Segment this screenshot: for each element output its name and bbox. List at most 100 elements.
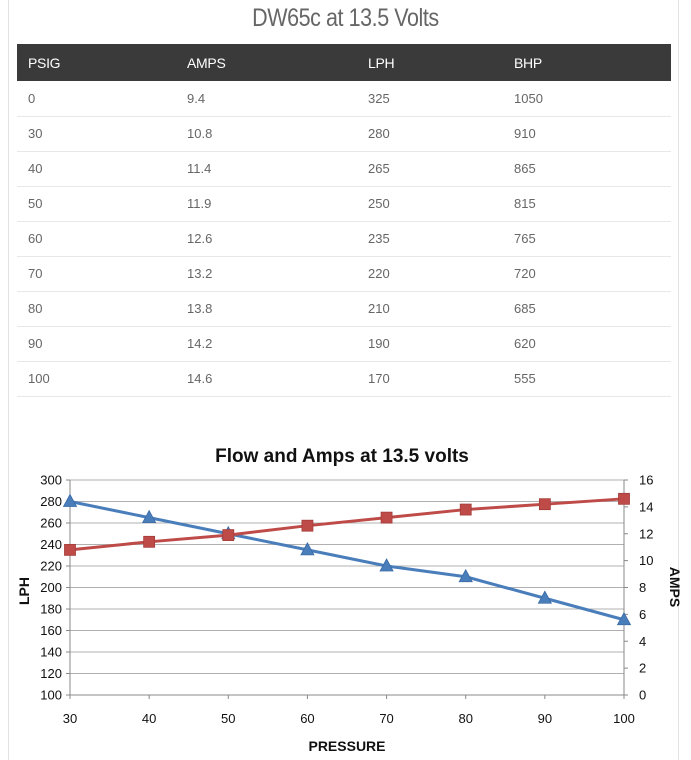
y2-tick-label: 8 — [639, 580, 646, 595]
chart-title: Flow and Amps at 13.5 volts — [215, 446, 469, 467]
table-cell: 13.8 — [176, 291, 357, 327]
table-row: 0 9.4 325 1050 — [17, 81, 671, 117]
x-axis-label: PRESSURE — [308, 738, 385, 754]
y2-tick-label: 16 — [639, 473, 653, 488]
data-point-triangle — [300, 542, 315, 556]
table-row: 30 10.8 280 910 — [17, 116, 671, 152]
table-cell: 100 — [17, 361, 176, 397]
data-point-triangle — [379, 558, 394, 572]
table-cell: 70 — [17, 256, 176, 292]
data-point-square — [222, 529, 235, 541]
y-tick-label: 100 — [40, 688, 62, 703]
table-cell: 9.4 — [176, 81, 357, 117]
header-lph: LPH — [357, 44, 503, 81]
y-tick-label: 200 — [40, 580, 62, 595]
x-tick-label: 50 — [221, 711, 235, 726]
table-cell: 765 — [503, 221, 671, 257]
table-cell: 60 — [17, 221, 176, 257]
x-tick-label: 90 — [538, 711, 552, 726]
header-psig: PSIG — [17, 44, 176, 81]
table-cell: 865 — [503, 151, 671, 187]
table-row: 60 12.6 235 765 — [17, 221, 671, 257]
x-tick-label: 80 — [458, 711, 472, 726]
table-cell: 325 — [357, 81, 503, 117]
table-cell: 90 — [17, 326, 176, 362]
y2-tick-label: 0 — [639, 688, 646, 703]
specs-table: PSIG AMPS LPH BHP 0 9.4 325 1050 30 10.8 280 91… — [17, 44, 671, 397]
page-title: DW65c at 13.5 Volts — [252, 4, 439, 32]
y-tick-label: 140 — [40, 645, 62, 660]
table-cell: 170 — [357, 361, 503, 397]
x-tick-label: 100 — [613, 711, 635, 726]
data-point-square — [459, 503, 472, 516]
table-cell: 50 — [17, 186, 176, 222]
data-point-triangle — [141, 509, 157, 524]
data-point-triangle — [62, 493, 78, 507]
y2-tick-label: 10 — [639, 553, 653, 568]
data-point-square — [64, 543, 76, 556]
y-tick-label: 180 — [40, 602, 62, 617]
table-cell: 815 — [503, 186, 671, 222]
table-cell: 280 — [357, 116, 503, 152]
chart-grid — [70, 479, 624, 696]
y-tick-label: 280 — [40, 494, 62, 509]
table-cell: 10.8 — [176, 116, 357, 152]
data-point-square — [618, 492, 630, 505]
x-tick-label: 70 — [379, 711, 393, 726]
data-point-triangle — [537, 590, 553, 604]
series-line-1 — [69, 500, 625, 622]
table-cell: 235 — [357, 221, 503, 257]
header-bhp: BHP — [503, 44, 671, 81]
y2-tick-label: 14 — [639, 499, 653, 514]
table-row: 100 14.6 170 555 — [17, 361, 671, 397]
header-amps: AMPS — [176, 44, 357, 81]
table-cell: 210 — [357, 291, 503, 327]
data-point-triangle — [616, 611, 632, 626]
table-cell: 40 — [17, 151, 176, 187]
data-point-square — [538, 498, 551, 511]
table-cell: 14.2 — [176, 326, 357, 362]
table-cell: 14.6 — [176, 361, 357, 397]
table-cell: 720 — [503, 256, 671, 292]
series-line-2 — [69, 497, 625, 552]
y2-tick-label: 12 — [639, 526, 653, 541]
y-tick-label: 220 — [40, 559, 62, 574]
table-body: 0 9.4 325 1050 30 10.8 280 910 40 11.4 265 865 50 11.… — [17, 81, 671, 397]
y2-tick-label: 6 — [639, 607, 646, 622]
y-tick-label: 160 — [40, 623, 62, 638]
table-cell: 13.2 — [176, 256, 357, 292]
data-point-square — [143, 535, 156, 548]
y-tick-label: 260 — [40, 516, 62, 531]
table-row: 90 14.2 190 620 — [17, 326, 671, 362]
data-point-triangle — [458, 568, 473, 583]
data-point-square — [380, 511, 393, 524]
table-cell: 265 — [357, 151, 503, 187]
chart-ticks: 100 120 140 160 180 200 220 240 260 280 300 0 2 4 6 8 10… — [40, 473, 653, 727]
table-row: 70 13.2 220 720 — [17, 256, 671, 292]
y-tick-label: 240 — [40, 537, 62, 552]
table-cell: 11.4 — [176, 151, 357, 187]
table-cell: 0 — [17, 81, 176, 117]
table-row: 40 11.4 265 865 — [17, 151, 671, 187]
x-tick-label: 40 — [142, 711, 156, 726]
data-point-square — [301, 519, 314, 532]
y-axis-label: LPH — [16, 577, 32, 605]
table-cell: 190 — [357, 326, 503, 362]
y-tick-label: 120 — [40, 666, 62, 681]
table-cell: 30 — [17, 116, 176, 152]
table-cell: 1050 — [503, 81, 671, 117]
y2-axis-label: AMPS — [667, 567, 683, 607]
y-tick-label: 300 — [40, 473, 62, 488]
x-tick-label: 60 — [300, 711, 314, 726]
table-cell: 11.9 — [176, 186, 357, 222]
x-tick-label: 30 — [63, 711, 77, 726]
flow-amps-chart: Flow and Amps at 13.5 volts 100120140160… — [16, 446, 683, 754]
table-row: 80 13.8 210 685 — [17, 291, 671, 327]
content-frame — [8, 0, 679, 760]
y2-tick-label: 2 — [639, 661, 646, 676]
table-cell: 685 — [503, 291, 671, 327]
table-cell: 250 — [357, 186, 503, 222]
table-cell: 620 — [503, 326, 671, 362]
table-cell: 12.6 — [176, 221, 357, 257]
table-cell: 220 — [357, 256, 503, 292]
